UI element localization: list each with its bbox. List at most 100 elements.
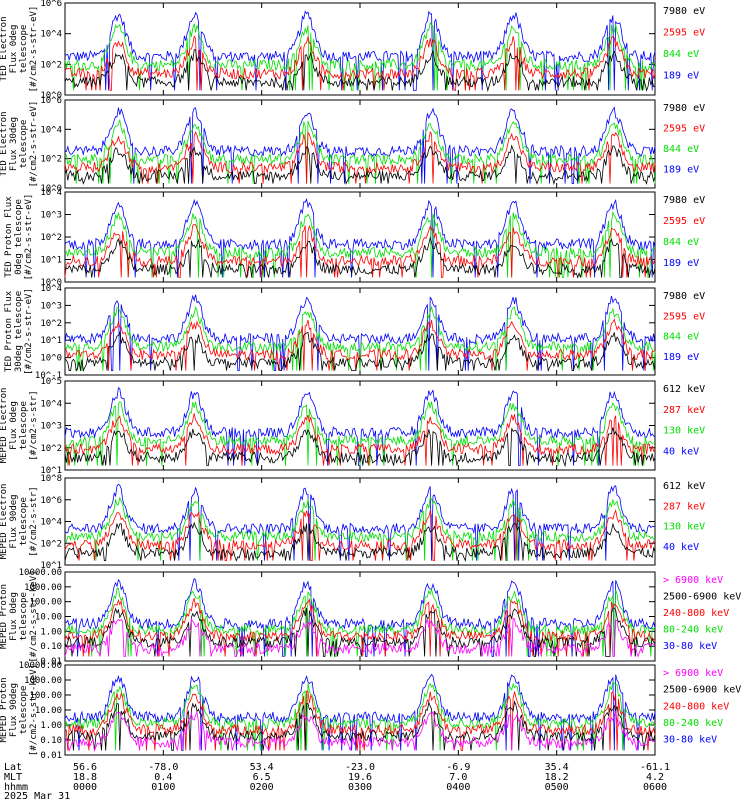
- footer-row-label: hhmm: [4, 782, 28, 793]
- y-tick-label: 10^6: [40, 0, 62, 9]
- y-tick-label: 10^0: [40, 184, 62, 194]
- legend-entry: 130 keV: [663, 522, 705, 533]
- footer-mlt: 6.5: [253, 772, 271, 783]
- y-axis-title-line: telescope: [19, 120, 29, 169]
- y-axis-title-line: TED Electron: [0, 16, 9, 81]
- footer-hhmm: 0500: [545, 782, 569, 793]
- y-tick-label: 0.01: [40, 657, 62, 667]
- legend-entry: 612 keV: [663, 384, 705, 395]
- legend-entry: 130 keV: [663, 426, 705, 437]
- series-blue: [64, 197, 656, 278]
- y-axis-title: MEPED Electron Flux 0deg telescope [#/cm2-s…: [0, 388, 39, 464]
- series-black: [64, 236, 656, 280]
- footer-mlt: 7.0: [449, 772, 467, 783]
- legend-entry: 2595 eV: [663, 216, 705, 227]
- legend-entry: 2595 eV: [663, 311, 705, 322]
- legend-entry: 240-800 keV: [663, 608, 729, 619]
- legend-entry: 844 eV: [663, 144, 699, 155]
- footer-hhmm: 0400: [446, 782, 470, 793]
- y-axis-title-line: telescope: [19, 686, 29, 735]
- series-black: [64, 607, 656, 657]
- y-tick-label: 10^6: [40, 496, 62, 506]
- y-axis-title-line: telescope: [19, 592, 29, 641]
- y-tick-label: 10^2: [40, 539, 62, 549]
- series-green: [64, 496, 656, 561]
- y-tick-label: 10^1: [40, 466, 62, 476]
- y-tick-label: 10^0: [40, 91, 62, 101]
- footer-hhmm: 0100: [151, 782, 175, 793]
- y-axis-title: TED Proton Flux 30deg telescope [#/cm2-s-s…: [4, 288, 34, 375]
- y-axis-title-line: Flux 0deg: [9, 401, 19, 450]
- series-green: [64, 401, 656, 466]
- legend-entry: 844 eV: [663, 49, 699, 60]
- y-axis-title-line: TED Electron: [0, 111, 9, 176]
- y-tick-label: 10^4: [40, 399, 62, 409]
- y-tick-label: 10^3: [40, 211, 62, 221]
- y-tick-label: 10^2: [40, 233, 62, 243]
- y-tick-label: 10^8: [40, 474, 62, 484]
- y-tick-label: 10^4: [40, 30, 62, 40]
- legend-entry: 7980 eV: [663, 6, 705, 17]
- series-black: [64, 700, 656, 751]
- footer-lat: 56.6: [73, 762, 97, 773]
- y-axis-title-line: [#/cm2-s-str-eV]: [24, 288, 34, 375]
- y-tick-label: 10^2: [40, 155, 62, 165]
- y-axis-title-line: 0deg telescope: [14, 199, 24, 275]
- y-axis-title: TED Proton Flux 0deg telescope [#/cm2-s-st…: [4, 194, 34, 281]
- series-magenta: [64, 710, 656, 753]
- footer-hhmm: 0000: [73, 782, 97, 793]
- y-tick-label: 10^-1: [35, 371, 62, 381]
- y-axis-title: MEPED Electron Flux 90deg telescope [#/cm2-…: [0, 484, 39, 560]
- series-black: [64, 427, 656, 468]
- footer-mlt: 18.2: [545, 772, 569, 783]
- footer-row-label: MLT: [4, 772, 22, 783]
- legend-entry: 287 keV: [663, 501, 705, 512]
- y-tick-label: 10^5: [40, 377, 62, 387]
- y-axis-title-line: [#/cm2-s-str-eV]: [24, 194, 34, 281]
- y-tick-label: 100.00: [29, 598, 62, 608]
- panel-7: 0.010.101.0010.00100.001000.0010000.00ME…: [0, 568, 741, 667]
- y-tick-label: 1000.00: [24, 676, 62, 686]
- y-axis-title-line: [#/cm2-s-str-keV]: [29, 664, 39, 756]
- footer-hhmm: 0300: [348, 782, 372, 793]
- y-axis-title-line: Flux 90deg: [9, 683, 19, 737]
- legend-entry: 287 keV: [663, 405, 705, 416]
- footer-mlt: 18.8: [73, 772, 97, 783]
- y-axis-title-line: [#/cm2-s-str-eV]: [29, 6, 39, 93]
- legend-entry: 189 eV: [663, 71, 699, 82]
- y-tick-label: 10^1: [40, 561, 62, 571]
- footer-hhmm: 0600: [643, 782, 667, 793]
- y-tick-label: 10^4: [40, 518, 62, 528]
- y-axis-title-line: Flux 90deg: [9, 494, 19, 548]
- panel-3: 10^0 10^1 10^2 10^3 10^4 TED Proton Flux 0deg …: [4, 188, 705, 288]
- y-axis-title-line: MEPED Electron: [0, 484, 9, 560]
- y-tick-label: 10000.00: [19, 661, 62, 671]
- series-red: [64, 223, 656, 278]
- y-axis-title-line: Flux 0deg: [9, 592, 19, 641]
- footer-hhmm: 0200: [250, 782, 274, 793]
- series-magenta: [64, 617, 656, 659]
- y-axis-title-line: [#/cm2-s-str-eV]: [29, 101, 39, 188]
- series-blue: [64, 577, 656, 657]
- legend-entry: 240-800 keV: [663, 701, 729, 712]
- y-axis-title-line: telescope: [19, 401, 29, 450]
- y-tick-label: 10^3: [40, 422, 62, 432]
- series-black: [64, 521, 656, 563]
- y-axis-title-line: [#/cm2-s-str]: [29, 390, 39, 460]
- series-green: [64, 680, 656, 751]
- plot-frame: [64, 664, 656, 756]
- series-green: [64, 587, 656, 657]
- series-red: [64, 413, 656, 466]
- y-tick-label: 0.10: [40, 642, 62, 652]
- series-blue: [64, 673, 656, 751]
- y-tick-label: 10^3: [40, 301, 62, 311]
- y-tick-label: 10^2: [40, 60, 62, 70]
- y-tick-label: 1.00: [40, 721, 62, 731]
- y-axis-title: MEPED Proton Flux 0deg telescope [#/cm2-s-s…: [0, 570, 39, 662]
- y-tick-label: 10.00: [35, 613, 62, 623]
